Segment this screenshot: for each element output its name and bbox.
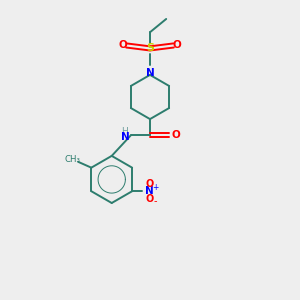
- Text: N: N: [146, 186, 154, 196]
- Text: O: O: [118, 40, 127, 50]
- Text: -: -: [153, 196, 157, 206]
- Text: CH₃: CH₃: [65, 155, 81, 164]
- Text: O: O: [173, 40, 182, 50]
- Text: O: O: [171, 130, 180, 140]
- Text: H: H: [122, 127, 128, 136]
- Text: S: S: [146, 44, 154, 53]
- Text: N: N: [146, 68, 154, 78]
- Text: N: N: [121, 132, 129, 142]
- Text: O: O: [146, 194, 154, 204]
- Text: +: +: [152, 183, 158, 192]
- Text: O: O: [146, 179, 154, 189]
